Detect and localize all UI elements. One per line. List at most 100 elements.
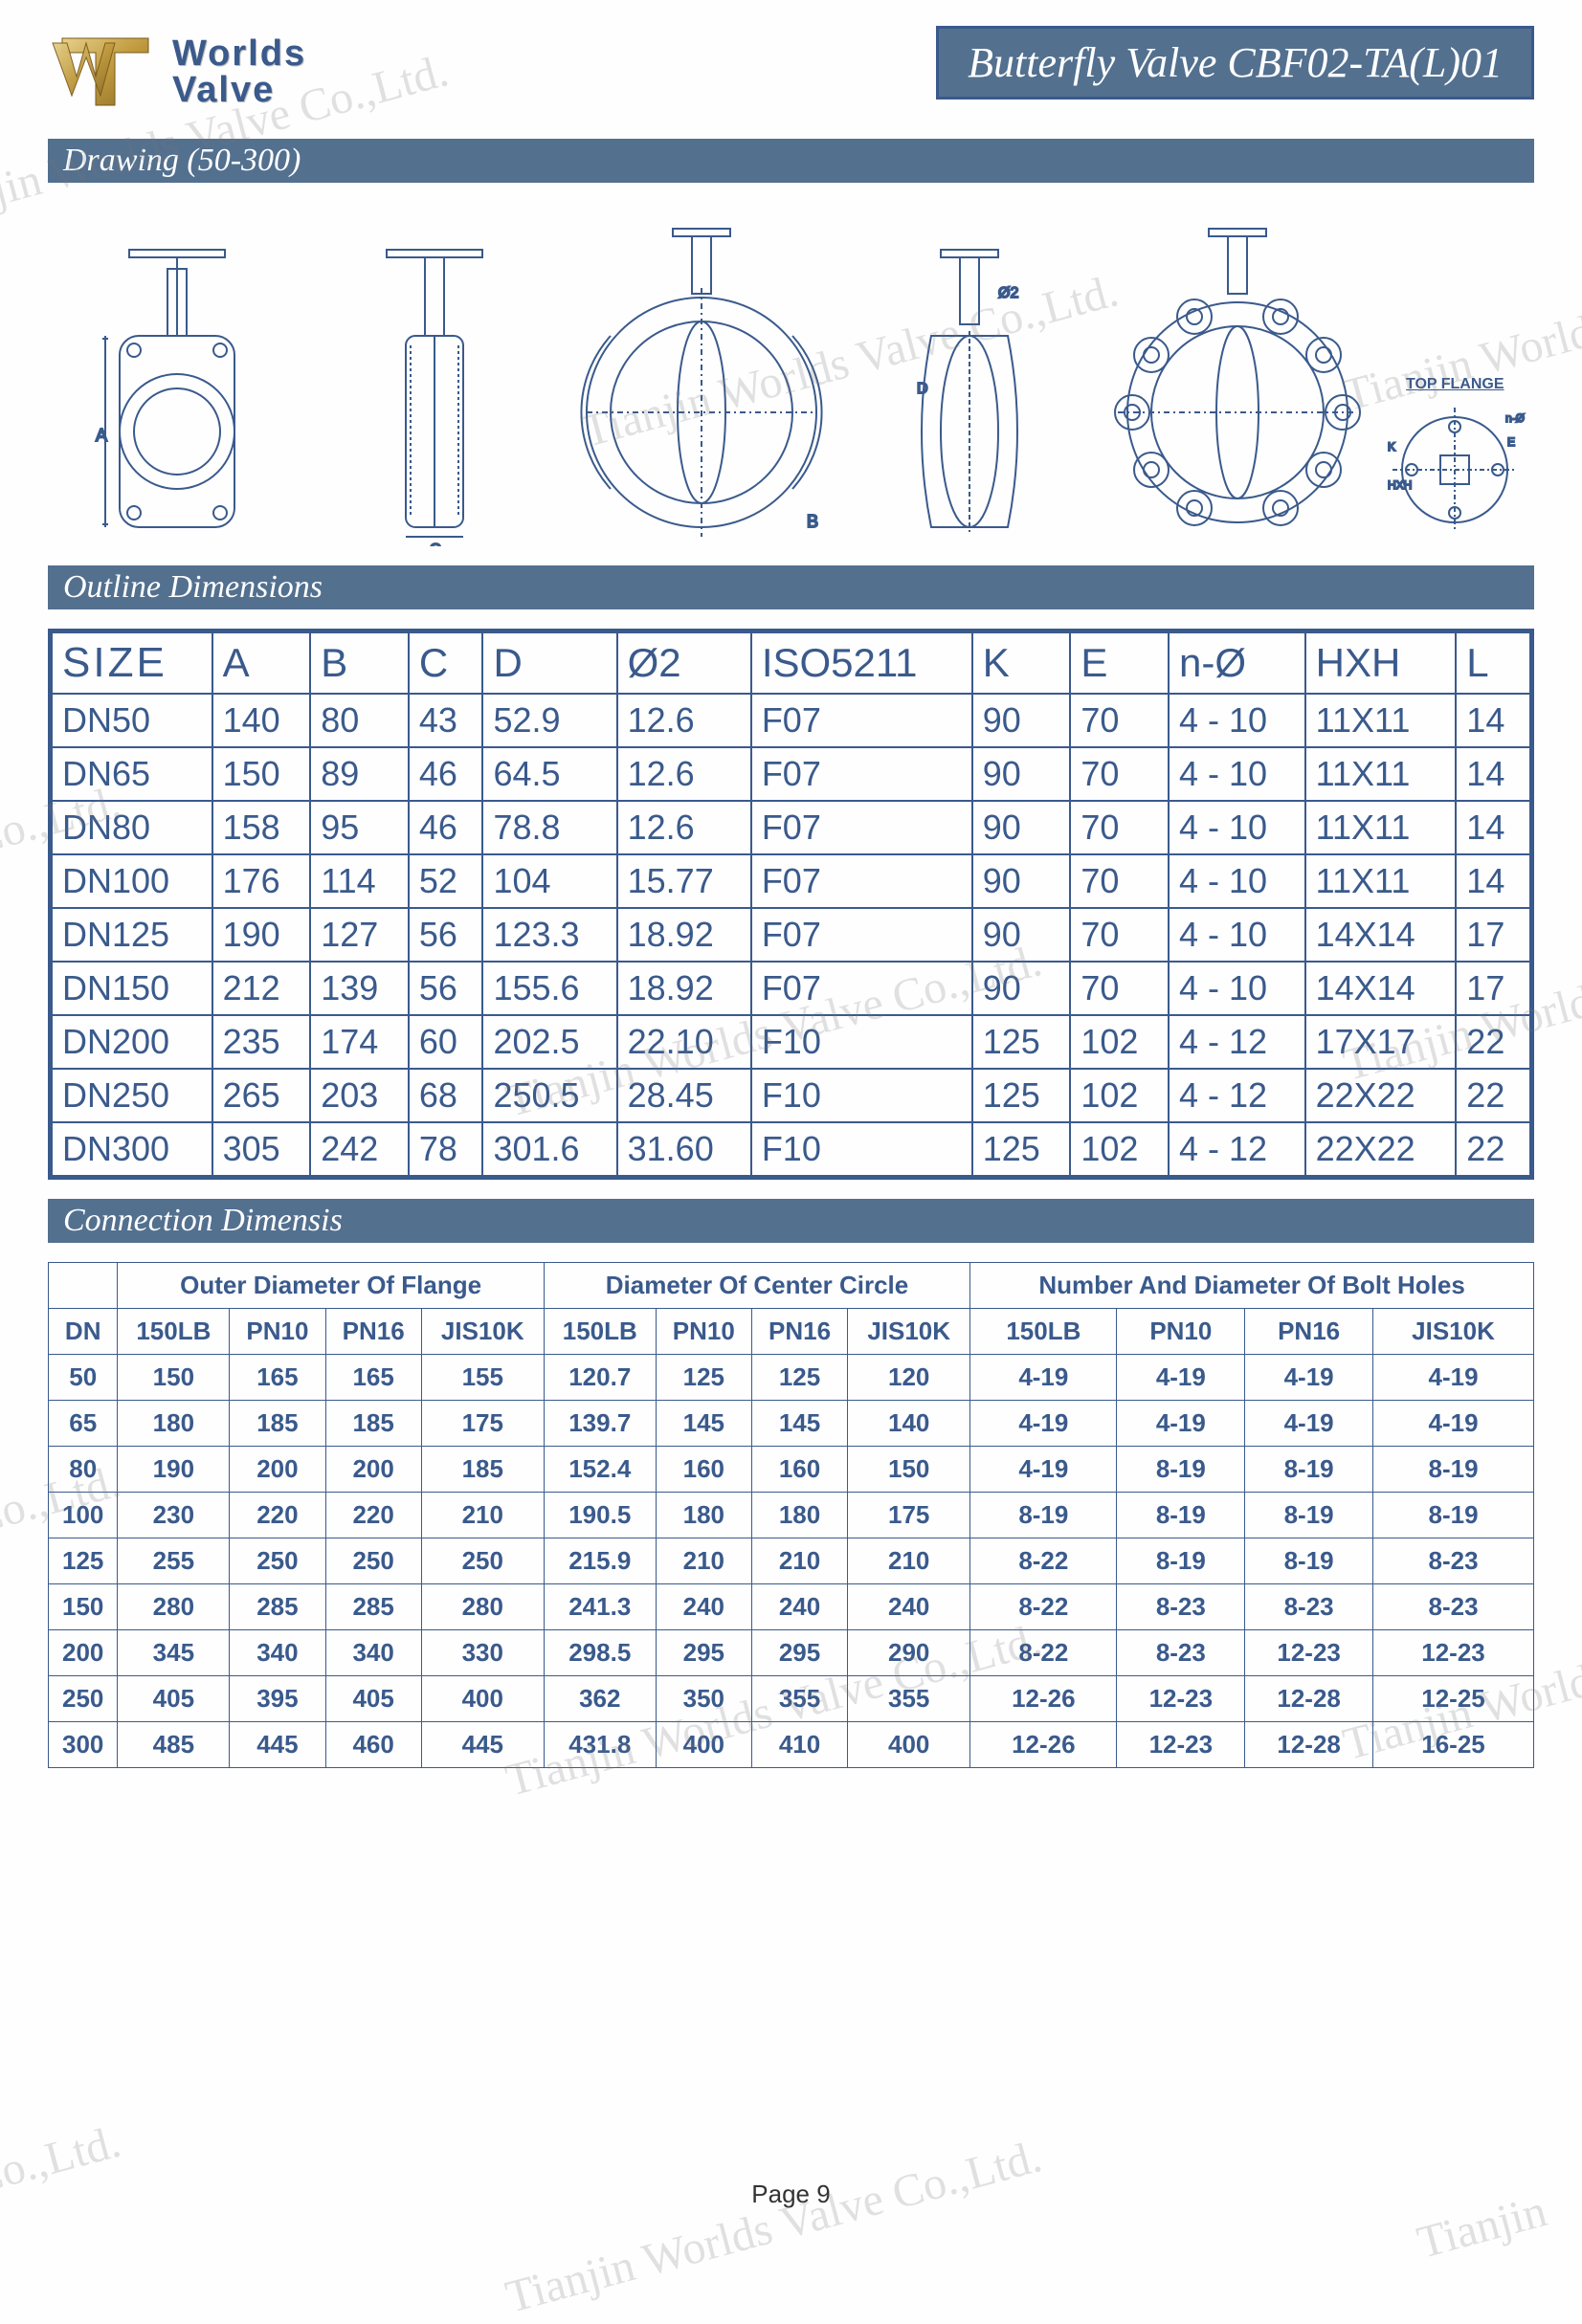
table-cell: 80 — [310, 694, 409, 747]
table-cell: 150 — [212, 747, 311, 801]
table-cell: 123.3 — [482, 908, 616, 962]
top-flange-label: TOP FLANGE — [1383, 376, 1526, 393]
table-cell: DN150 — [52, 962, 212, 1015]
conn-sub-0: DN — [49, 1309, 118, 1355]
table-cell: 175 — [848, 1493, 970, 1538]
table-cell: 102 — [1070, 1015, 1169, 1069]
table-cell: 174 — [310, 1015, 409, 1069]
table-cell: 4-19 — [1245, 1401, 1373, 1447]
table-cell: 160 — [751, 1447, 847, 1493]
table-cell: 90 — [972, 747, 1071, 801]
table-cell: 14X14 — [1305, 908, 1457, 962]
table-cell: 295 — [751, 1630, 847, 1676]
drawing-top-flange: TOP FLANGE K HXH n-Ø E — [1381, 376, 1530, 546]
table-cell: 70 — [1070, 694, 1169, 747]
table-cell: 185 — [230, 1401, 325, 1447]
table-cell: 185 — [325, 1401, 421, 1447]
table-cell: 56 — [409, 962, 483, 1015]
table-cell: 14X14 — [1305, 962, 1457, 1015]
watermark: Tianjin Worlds Valve Co.,Ltd. — [501, 2130, 1047, 2323]
table-row: DN15021213956155.618.92F0790704 - 1014X1… — [52, 962, 1530, 1015]
table-cell: 220 — [230, 1493, 325, 1538]
table-row: DN80158954678.812.6F0790704 - 1011X1114 — [52, 801, 1530, 854]
table-cell: 14 — [1456, 854, 1530, 908]
table-cell: 285 — [230, 1584, 325, 1630]
table-cell: 176 — [212, 854, 311, 908]
table-cell: 4 - 10 — [1169, 962, 1305, 1015]
table-cell: 12.6 — [617, 747, 751, 801]
table-cell: 11X11 — [1305, 801, 1457, 854]
table-cell: 4-19 — [1373, 1355, 1534, 1401]
connection-table: Outer Diameter Of FlangeDiameter Of Cent… — [48, 1262, 1534, 1768]
table-row: 80190200200185152.41601601504-198-198-19… — [49, 1447, 1534, 1493]
table-cell: 445 — [230, 1722, 325, 1768]
outline-col-8: E — [1070, 632, 1169, 694]
table-cell: 4-19 — [970, 1401, 1117, 1447]
brand-line2: Valve — [172, 72, 306, 108]
outline-col-0: SIZE — [52, 632, 212, 694]
table-cell: 155 — [421, 1355, 544, 1401]
table-cell: 140 — [848, 1401, 970, 1447]
table-cell: 165 — [230, 1355, 325, 1401]
table-cell: F07 — [751, 694, 972, 747]
table-cell: 139 — [310, 962, 409, 1015]
conn-sub-6: PN10 — [656, 1309, 751, 1355]
table-cell: 210 — [421, 1493, 544, 1538]
table-cell: 150 — [848, 1447, 970, 1493]
table-cell: 330 — [421, 1630, 544, 1676]
table-cell: 12.6 — [617, 801, 751, 854]
outline-col-9: n-Ø — [1169, 632, 1305, 694]
table-cell: 18.92 — [617, 962, 751, 1015]
table-cell: 190 — [212, 908, 311, 962]
drawing-wafer-face: B — [568, 221, 836, 546]
table-cell: 152.4 — [544, 1447, 656, 1493]
table-cell: 52.9 — [482, 694, 616, 747]
table-cell: 104 — [482, 854, 616, 908]
table-cell: 90 — [972, 694, 1071, 747]
conn-sub-4: JIS10K — [421, 1309, 544, 1355]
table-cell: 4-19 — [970, 1447, 1117, 1493]
svg-text:K: K — [1388, 440, 1395, 454]
table-cell: 14 — [1456, 801, 1530, 854]
table-cell: 127 — [310, 908, 409, 962]
table-cell: 150 — [118, 1355, 230, 1401]
table-cell: DN80 — [52, 801, 212, 854]
logo-icon — [48, 29, 163, 115]
table-cell: 485 — [118, 1722, 230, 1768]
table-cell: 240 — [848, 1584, 970, 1630]
table-cell: 190 — [118, 1447, 230, 1493]
table-cell: 241.3 — [544, 1584, 656, 1630]
table-cell: 250 — [325, 1538, 421, 1584]
table-cell: 120 — [848, 1355, 970, 1401]
table-cell: 155.6 — [482, 962, 616, 1015]
table-cell: 11X11 — [1305, 854, 1457, 908]
table-cell: 220 — [325, 1493, 421, 1538]
table-row: DN1001761145210415.77F0790704 - 1011X111… — [52, 854, 1530, 908]
table-cell: 280 — [118, 1584, 230, 1630]
table-cell: DN250 — [52, 1069, 212, 1122]
conn-sub-11: PN16 — [1245, 1309, 1373, 1355]
svg-text:Ø2: Ø2 — [998, 285, 1018, 301]
table-cell: 60 — [409, 1015, 483, 1069]
table-row: DN25026520368250.528.45F101251024 - 1222… — [52, 1069, 1530, 1122]
table-cell: 8-19 — [1373, 1493, 1534, 1538]
drawing-wafer-section: C — [310, 240, 558, 546]
outline-col-7: K — [972, 632, 1071, 694]
conn-sub-7: PN16 — [751, 1309, 847, 1355]
table-cell: 160 — [656, 1447, 751, 1493]
table-cell: 4 - 10 — [1169, 801, 1305, 854]
table-cell: F10 — [751, 1069, 972, 1122]
table-cell: F10 — [751, 1015, 972, 1069]
table-cell: 102 — [1070, 1069, 1169, 1122]
table-cell: 14 — [1456, 747, 1530, 801]
table-cell: 125 — [751, 1355, 847, 1401]
table-cell: 12-23 — [1245, 1630, 1373, 1676]
table-cell: 16-25 — [1373, 1722, 1534, 1768]
table-cell: 410 — [751, 1722, 847, 1768]
table-cell: 12-28 — [1245, 1676, 1373, 1722]
table-row: 200345340340330298.52952952908-228-2312-… — [49, 1630, 1534, 1676]
table-row: DN12519012756123.318.92F0790704 - 1014X1… — [52, 908, 1530, 962]
table-cell: 139.7 — [544, 1401, 656, 1447]
table-cell: 12.6 — [617, 694, 751, 747]
table-cell: 240 — [656, 1584, 751, 1630]
